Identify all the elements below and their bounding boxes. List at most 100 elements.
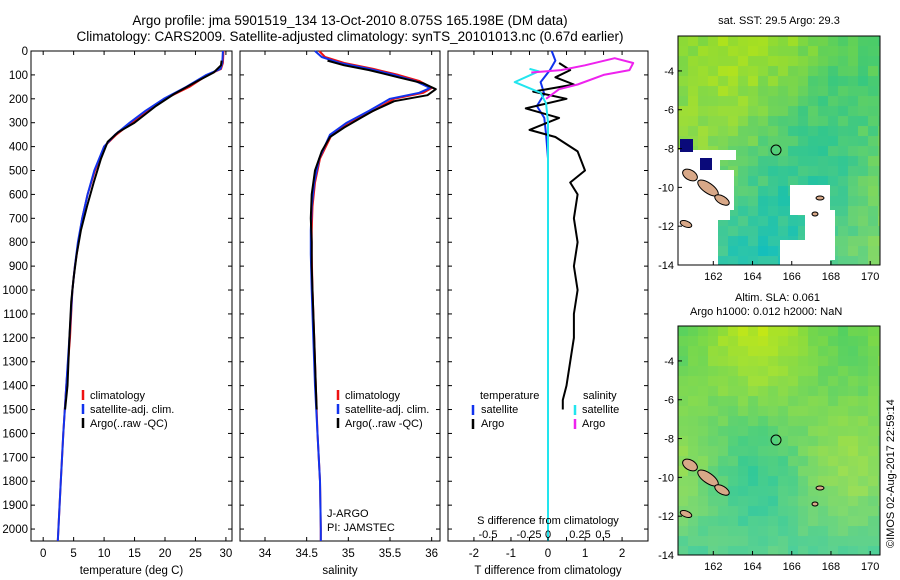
- map-ytick-label: -6: [664, 105, 674, 117]
- map-cell-sst: [698, 136, 708, 146]
- map-cell-sla: [838, 516, 848, 526]
- map-title-argo-h: Argo h1000: 0.012 h2000: NaN: [690, 306, 842, 318]
- map-island: [714, 194, 730, 206]
- map-cell-sst: [868, 206, 878, 216]
- map-cell-sla: [738, 426, 748, 436]
- map-cell-sla: [758, 506, 768, 516]
- map-cell-sst: [768, 76, 778, 86]
- map-cloud-mask: [680, 139, 693, 152]
- map-cell-sla: [708, 346, 718, 356]
- map-cell-sla: [728, 446, 738, 456]
- map-cell-sst: [698, 56, 708, 66]
- map-cell-sla: [708, 336, 718, 346]
- map-cell-sst: [718, 156, 728, 166]
- map-cell-sla: [868, 376, 878, 386]
- map-cell-sla: [878, 336, 880, 346]
- map-cell-sla: [778, 506, 788, 516]
- map-cell-sla: [838, 506, 848, 516]
- xtick-label-temperature: 25: [189, 548, 202, 560]
- map-cell-sst: [718, 216, 728, 226]
- map-cell-sst: [828, 126, 838, 136]
- map-cell-sst: [808, 116, 818, 126]
- map-cell-sst: [738, 166, 748, 176]
- map-cell-sst: [768, 186, 778, 196]
- map-cell-sst: [748, 106, 758, 116]
- legend-label-diff-t: Argo: [481, 418, 504, 430]
- map-cell-sla: [798, 366, 808, 376]
- map-cell-sla: [698, 366, 708, 376]
- map-cell-sst: [748, 126, 758, 136]
- map-cell-sst: [738, 106, 748, 116]
- map-cell-sst: [768, 256, 778, 265]
- map-cell-sla: [858, 496, 868, 506]
- map-cell-sla: [688, 416, 698, 426]
- map-cell-sla: [838, 436, 848, 446]
- map-cell-sla: [818, 396, 828, 406]
- map-cell-sst: [768, 216, 778, 226]
- map-cell-sla: [758, 546, 768, 555]
- map-cell-sst: [868, 216, 878, 226]
- map-cell-sla: [848, 456, 858, 466]
- map-cell-sla: [858, 486, 868, 496]
- map-cell-sla: [868, 476, 878, 486]
- map-cell-sst: [738, 96, 748, 106]
- map-cell-sla: [728, 526, 738, 536]
- map-cell-sst: [848, 136, 858, 146]
- map-cell-sst: [678, 56, 688, 66]
- map-cell-sst: [818, 176, 828, 186]
- map-cell-sst: [758, 186, 768, 196]
- map-cell-sla: [698, 436, 708, 446]
- map-xtick-label: 162: [704, 271, 722, 283]
- map-cell-sst: [728, 36, 738, 46]
- map-cell-sst: [758, 216, 768, 226]
- map-cell-sla: [808, 526, 818, 536]
- map-cell-sla: [868, 546, 878, 555]
- map-cell-sla: [768, 496, 778, 506]
- map-cell-sst: [828, 66, 838, 76]
- ytick-label-depth: 2000: [2, 524, 28, 536]
- map-nodata: [720, 150, 736, 160]
- map-cell-sla: [808, 426, 818, 436]
- map-cell-sla: [858, 536, 868, 546]
- map-cell-sla: [748, 416, 758, 426]
- map-cell-sla: [768, 476, 778, 486]
- map-cell-sst: [818, 46, 828, 56]
- map-cell-sla: [818, 546, 828, 555]
- map-cell-sla: [738, 476, 748, 486]
- map-cell-sst: [818, 136, 828, 146]
- map-cell-sla: [838, 526, 848, 536]
- map-cell-sla: [878, 506, 880, 516]
- map-cell-sla: [678, 326, 688, 336]
- legend-label-diff-t: temperature: [480, 390, 539, 402]
- map-cell-sst: [738, 36, 748, 46]
- map-cell-sla: [698, 486, 708, 496]
- map-cell-sla: [818, 516, 828, 526]
- map-cell-sst: [728, 136, 738, 146]
- map-cell-sst: [838, 186, 848, 196]
- map-cell-sst: [768, 86, 778, 96]
- map-cell-sla: [768, 516, 778, 526]
- map-cell-sla: [798, 456, 808, 466]
- map-cell-sst: [778, 96, 788, 106]
- map-cell-sla: [758, 436, 768, 446]
- map-cell-sla: [848, 486, 858, 496]
- map-island: [682, 168, 698, 182]
- map-cell-sla: [818, 526, 828, 536]
- map-cell-sla: [768, 396, 778, 406]
- map-cell-sst: [798, 46, 808, 56]
- map-cell-sla: [738, 396, 748, 406]
- xtick-label-temperature: 10: [98, 548, 111, 560]
- map-cell-sst: [838, 66, 848, 76]
- map-cell-sla: [838, 346, 848, 356]
- map-cell-sla: [838, 546, 848, 555]
- map-cell-sst: [838, 246, 848, 256]
- map-cell-sst: [858, 106, 868, 116]
- map-cell-sla: [758, 426, 768, 436]
- map-cell-sst: [728, 106, 738, 116]
- map-cell-sla: [738, 506, 748, 516]
- map-cell-sst: [738, 46, 748, 56]
- map-cell-sla: [708, 506, 718, 516]
- map-cell-sla: [738, 516, 748, 526]
- map-cell-sla: [778, 326, 788, 336]
- map-cell-sst: [768, 206, 778, 216]
